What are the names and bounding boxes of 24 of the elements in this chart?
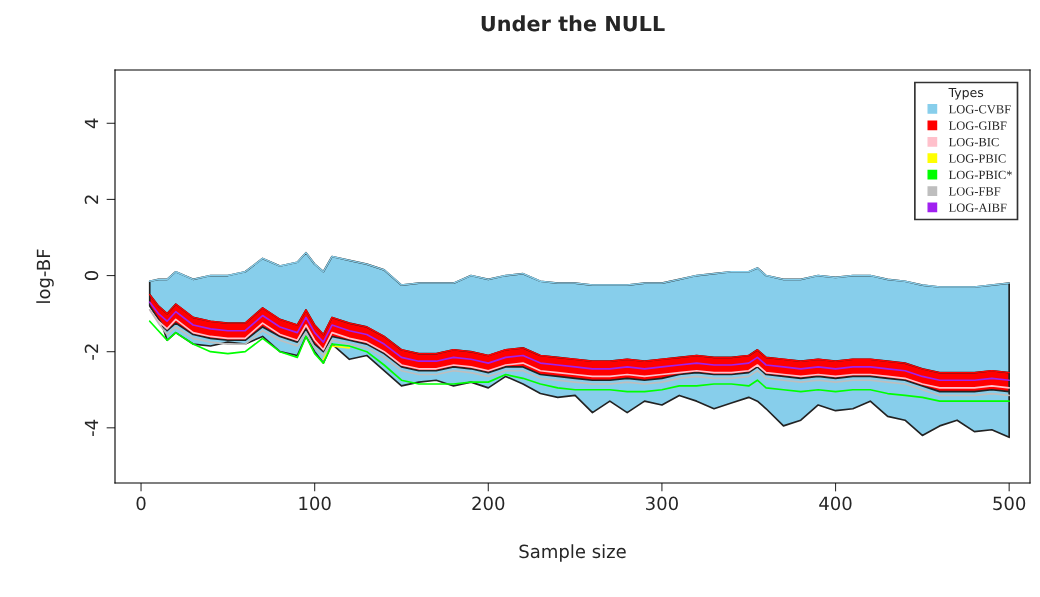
line-series bbox=[148, 301, 1011, 382]
x-tick-label: 300 bbox=[646, 496, 678, 511]
legend-label: LOG-FBF bbox=[948, 187, 1001, 196]
legend-label: LOG-PBIC bbox=[948, 154, 1006, 163]
chart-title: Under the NULL bbox=[481, 15, 665, 32]
legend-label: LOG-BIC bbox=[948, 137, 999, 147]
line-series bbox=[148, 320, 1011, 402]
y-tick-label: -4 bbox=[84, 419, 99, 436]
x-tick-label: 400 bbox=[819, 496, 852, 511]
x-tick-label: 500 bbox=[993, 496, 1026, 511]
legend-label: LOG-GIBF bbox=[948, 121, 1007, 130]
y-tick-label: 2 bbox=[84, 195, 99, 204]
legend-label: LOG-AIBF bbox=[948, 203, 1007, 212]
x-tick-label: 0 bbox=[136, 496, 146, 511]
x-axis-title: Sample size bbox=[519, 544, 626, 562]
y-tick-label: 0 bbox=[84, 271, 99, 281]
y-tick-label: -2 bbox=[84, 344, 99, 360]
legend-label: LOG-CVBF bbox=[948, 105, 1011, 114]
x-tick-label: 100 bbox=[299, 496, 331, 511]
y-tick-label: 4 bbox=[84, 118, 99, 129]
legend-title: Types bbox=[948, 87, 984, 100]
y-axis-title: log-BF bbox=[36, 249, 54, 303]
x-tick-label: 200 bbox=[472, 496, 505, 511]
legend-label: LOG-PBIC* bbox=[948, 170, 1012, 180]
